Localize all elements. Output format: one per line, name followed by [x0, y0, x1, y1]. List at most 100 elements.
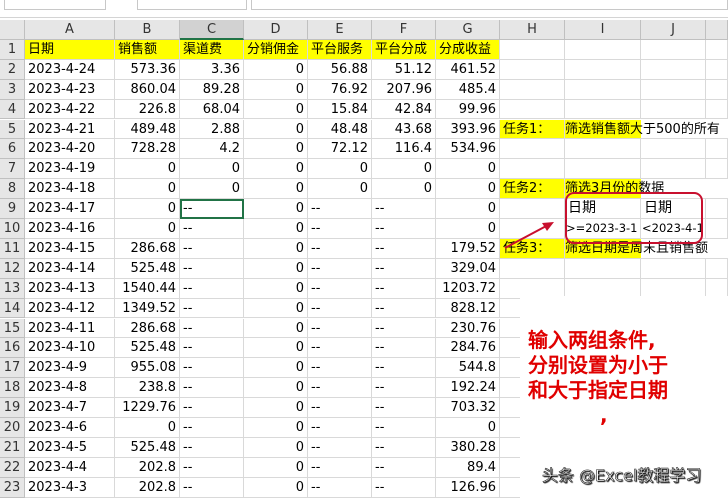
- cell[interactable]: 2023-4-17: [25, 199, 115, 219]
- cell[interactable]: 0: [115, 219, 180, 239]
- cell[interactable]: 0: [436, 199, 500, 219]
- cell[interactable]: 2023-4-8: [25, 378, 115, 399]
- cell[interactable]: 0: [115, 159, 180, 180]
- cell[interactable]: 202.8: [115, 477, 180, 498]
- cell[interactable]: [706, 258, 728, 279]
- cell[interactable]: [565, 258, 641, 279]
- cell[interactable]: [565, 159, 641, 180]
- cell[interactable]: --: [180, 258, 244, 279]
- cell[interactable]: [641, 159, 706, 180]
- column-header-j[interactable]: J: [641, 20, 706, 40]
- cell[interactable]: 0: [244, 59, 308, 80]
- cell[interactable]: 2.88: [180, 119, 244, 140]
- cell[interactable]: [500, 139, 565, 160]
- cell[interactable]: 89.28: [180, 79, 244, 100]
- column-header-h[interactable]: H: [500, 20, 565, 40]
- cell[interactable]: 2023-4-12: [25, 298, 115, 319]
- cell[interactable]: 1229.76: [115, 398, 180, 418]
- cell[interactable]: 0: [244, 99, 308, 120]
- column-header-a[interactable]: A: [25, 20, 115, 40]
- cell[interactable]: 544.8: [436, 358, 500, 379]
- cell[interactable]: 0: [244, 179, 308, 200]
- cell[interactable]: 0: [244, 398, 308, 418]
- cell[interactable]: 179.52: [436, 238, 500, 259]
- column-header-g[interactable]: G: [436, 20, 500, 40]
- header-cell[interactable]: 平台服务: [308, 39, 372, 60]
- criteria-value[interactable]: >=2023-3-1: [565, 219, 641, 239]
- header-cell[interactable]: 平台分成: [372, 39, 436, 60]
- cell[interactable]: 0: [244, 418, 308, 438]
- cell[interactable]: [500, 159, 565, 180]
- cell[interactable]: 286.68: [115, 318, 180, 339]
- header-cell[interactable]: 渠道费: [180, 39, 244, 60]
- cell[interactable]: 0: [244, 278, 308, 299]
- cell[interactable]: [565, 59, 641, 80]
- cell[interactable]: [641, 99, 706, 120]
- cell[interactable]: 0: [244, 238, 308, 259]
- cell[interactable]: --: [372, 219, 436, 239]
- cell[interactable]: --: [308, 378, 372, 399]
- cell[interactable]: --: [180, 477, 244, 498]
- cell[interactable]: --: [308, 278, 372, 299]
- cell[interactable]: 860.04: [115, 79, 180, 100]
- row-header-12[interactable]: 12: [0, 258, 25, 279]
- cell[interactable]: 43.68: [372, 119, 436, 140]
- cell[interactable]: 192.24: [436, 378, 500, 399]
- cell[interactable]: 0: [115, 199, 180, 219]
- cell[interactable]: --: [180, 358, 244, 379]
- cell[interactable]: --: [372, 477, 436, 498]
- cell[interactable]: --: [180, 437, 244, 458]
- cell[interactable]: 0: [436, 418, 500, 438]
- cell[interactable]: 955.08: [115, 358, 180, 379]
- cell[interactable]: 2023-4-24: [25, 59, 115, 80]
- cell[interactable]: [706, 39, 728, 60]
- cell[interactable]: [706, 159, 728, 180]
- cell[interactable]: --: [372, 258, 436, 279]
- cell[interactable]: 828.12: [436, 298, 500, 319]
- cell[interactable]: 0: [115, 418, 180, 438]
- cell[interactable]: --: [308, 338, 372, 359]
- cell[interactable]: [565, 79, 641, 100]
- cell[interactable]: --: [372, 278, 436, 299]
- cell[interactable]: --: [180, 378, 244, 399]
- cell[interactable]: [641, 139, 706, 160]
- cell[interactable]: 2023-4-23: [25, 79, 115, 100]
- cell[interactable]: --: [180, 318, 244, 339]
- cell[interactable]: 207.96: [372, 79, 436, 100]
- row-header-16[interactable]: 16: [0, 338, 25, 359]
- cell[interactable]: 393.96: [436, 119, 500, 140]
- cell[interactable]: 2023-4-20: [25, 139, 115, 160]
- cell[interactable]: --: [180, 219, 244, 239]
- cell[interactable]: --: [180, 338, 244, 359]
- row-header-14[interactable]: 14: [0, 298, 25, 319]
- cell[interactable]: --: [308, 298, 372, 319]
- cell[interactable]: 226.8: [115, 99, 180, 120]
- cell[interactable]: 525.48: [115, 437, 180, 458]
- cell[interactable]: [706, 219, 728, 239]
- cell[interactable]: 2023-4-15: [25, 238, 115, 259]
- cell[interactable]: --: [372, 418, 436, 438]
- header-cell[interactable]: 日期: [25, 39, 115, 60]
- cell[interactable]: 0: [244, 119, 308, 140]
- row-header-11[interactable]: 11: [0, 238, 25, 259]
- cell[interactable]: 0: [244, 199, 308, 219]
- cell[interactable]: 2023-4-14: [25, 258, 115, 279]
- cell[interactable]: [706, 59, 728, 80]
- spreadsheet-grid[interactable]: A B C D E F G H I J 1 日期 销售额 渠道费 分销佣金 平台服务 平台分成 分成收益 2 2023…: [0, 20, 728, 498]
- header-cell[interactable]: 分销佣金: [244, 39, 308, 60]
- cell[interactable]: --: [372, 358, 436, 379]
- cell[interactable]: --: [180, 238, 244, 259]
- cell[interactable]: 703.32: [436, 398, 500, 418]
- cell[interactable]: 0: [180, 159, 244, 180]
- cell[interactable]: 1203.72: [436, 278, 500, 299]
- cell[interactable]: [706, 99, 728, 120]
- cell[interactable]: 0: [244, 219, 308, 239]
- cell[interactable]: 0: [244, 79, 308, 100]
- cell[interactable]: 51.12: [372, 59, 436, 80]
- cell[interactable]: 68.04: [180, 99, 244, 120]
- cell[interactable]: [500, 59, 565, 80]
- cell[interactable]: 728.28: [115, 139, 180, 160]
- cell[interactable]: 0: [244, 437, 308, 458]
- cell[interactable]: [500, 199, 565, 219]
- cell[interactable]: 1349.52: [115, 298, 180, 319]
